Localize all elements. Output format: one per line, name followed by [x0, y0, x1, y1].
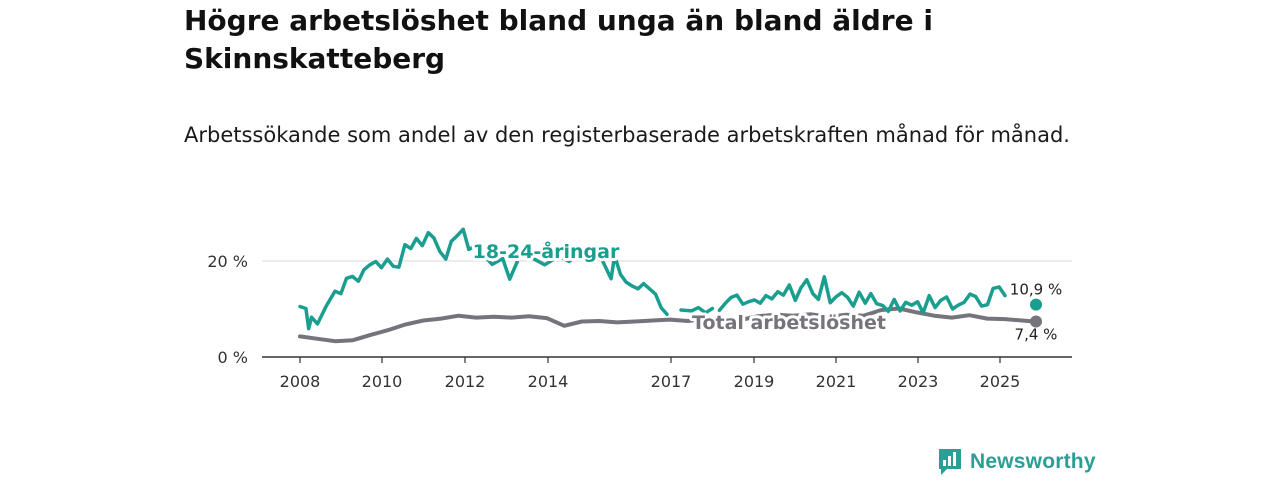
youth-series-label-halo: 18-24-åringar: [473, 239, 620, 263]
x-tick-label: 2021: [816, 372, 857, 391]
page-subtitle: Arbetssökande som andel av den registerb…: [184, 123, 1070, 147]
youth-end-value-label: 10,9 %: [1010, 281, 1062, 299]
x-tick-label: 2012: [445, 372, 486, 391]
x-tick-label: 2019: [734, 372, 775, 391]
y-tick-label: 20 %: [207, 252, 248, 271]
total-series-label: Total arbetslöshet: [692, 312, 886, 334]
x-tick-label: 2025: [980, 372, 1021, 391]
total-end-value-label: 7,4 %: [1015, 325, 1058, 343]
youth-series-label: 18-24-åringar: [473, 239, 620, 263]
series-layer: [298, 227, 1042, 344]
label-layer: 10,9 %7,4 %18-24-åringar18-24-åringarTot…: [470, 236, 1063, 343]
total-series-label-halo: Total arbetslöshet: [692, 312, 886, 334]
total-endpoint-marker: [1030, 315, 1042, 328]
x-tick-label: 2023: [898, 372, 939, 391]
unemployment-line-chart: 0 % 20 % 2008 2010 2012 2014 2017 2019 2021 2023 2…: [207, 227, 1072, 391]
x-tick-label: 2014: [528, 372, 569, 391]
newsworthy-logo[interactable]: Newsworthy: [937, 447, 1096, 477]
x-tick-label: 2008: [280, 372, 321, 391]
x-tick-label: 2017: [651, 372, 692, 391]
y-tick-label: 0 %: [218, 348, 248, 367]
series-line-total: [298, 306, 1042, 344]
page-title: Högre arbetslöshet bland unga än bland ä…: [184, 4, 933, 75]
youth-endpoint-marker: [1030, 298, 1042, 311]
x-tick-label: 2010: [362, 372, 403, 391]
axis-layer: 0 % 20 % 2008 2010 2012 2014 2017 2019 2021 2023 2…: [207, 252, 1072, 391]
brand-name: Newsworthy: [970, 450, 1096, 473]
series-line-youth: [298, 227, 1007, 331]
newsworthy-logo-icon: [939, 449, 961, 475]
